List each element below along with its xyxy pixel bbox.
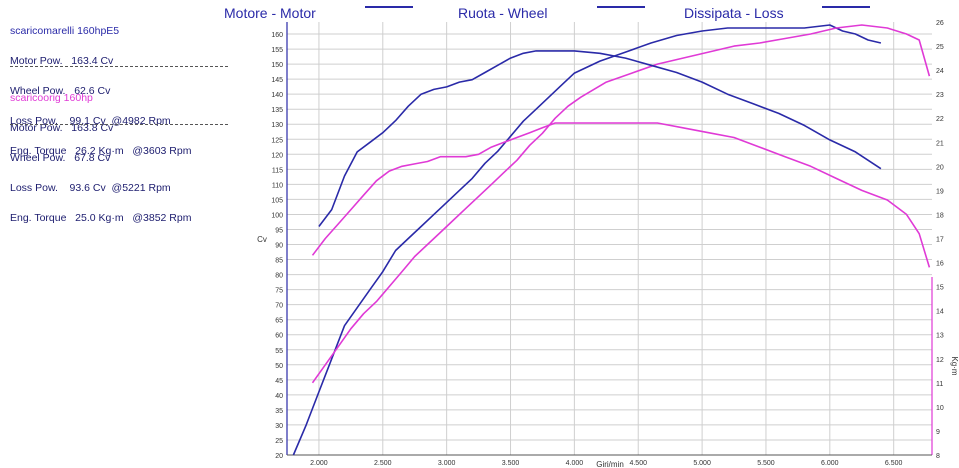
y2-axis-label: Kg·m xyxy=(950,356,959,375)
y-tick-label: 30 xyxy=(275,423,283,430)
y-tick-label: 95 xyxy=(275,227,283,234)
series-line-power-magenta xyxy=(311,24,931,384)
y2-tick-label: 18 xyxy=(936,212,944,219)
y2-tick-label: 12 xyxy=(936,357,944,364)
x-tick-label: 2.500 xyxy=(374,460,392,467)
y-tick-label: 20 xyxy=(275,453,283,460)
y-tick-label: 55 xyxy=(275,348,283,355)
y-tick-label: 110 xyxy=(272,182,283,189)
y-tick-label: 150 xyxy=(271,62,283,69)
x-tick-label: 5.000 xyxy=(693,460,711,467)
legend-wheel-label: Ruota - Wheel xyxy=(458,5,548,21)
plot-area xyxy=(287,22,932,455)
x-tick-label: 3.500 xyxy=(502,460,520,467)
y2-tick-label: 16 xyxy=(936,261,944,268)
y2-tick-label: 25 xyxy=(936,44,944,51)
y-tick-label: 75 xyxy=(275,288,283,295)
y2-tick-label: 11 xyxy=(936,381,943,388)
y2-tick-label: 21 xyxy=(936,140,944,147)
y2-tick-label: 14 xyxy=(936,309,944,316)
legend-wheel-line xyxy=(597,6,645,8)
y-axis-label: Cv xyxy=(257,235,267,244)
y2-tick-label: 15 xyxy=(936,285,944,292)
y-tick-label: 160 xyxy=(271,32,283,39)
y-tick-label: 155 xyxy=(271,47,283,54)
y-tick-label: 85 xyxy=(275,258,283,265)
y-tick-label: 120 xyxy=(271,152,283,159)
y-tick-label: 25 xyxy=(275,438,283,445)
y-tick-label: 70 xyxy=(275,303,283,310)
x-tick-label: 6.000 xyxy=(821,460,839,467)
y2-tick-label: 17 xyxy=(936,237,944,244)
run-info-2: scaricoorig 160hp Motor Pow. 163.8 Cv Wh… xyxy=(10,73,191,233)
y-tick-label: 80 xyxy=(275,273,283,280)
y2-tick-label: 24 xyxy=(936,68,944,75)
run-line: Loss Pow. 99.1 Cv @4982 Rpm xyxy=(10,115,171,127)
y-tick-label: 115 xyxy=(272,167,283,174)
x-tick-label: 4.500 xyxy=(629,460,647,467)
y2-tick-label: 9 xyxy=(936,429,940,436)
x-tick-label: 5.500 xyxy=(757,460,775,467)
y-tick-label: 40 xyxy=(275,393,283,400)
legend-motor-label: Motore - Motor xyxy=(224,5,316,21)
series-line-torque-magenta xyxy=(311,122,931,268)
y-tick-label: 45 xyxy=(275,378,283,385)
y-tick-label: 125 xyxy=(271,137,283,144)
x-tick-label: 4.000 xyxy=(566,460,584,467)
y-tick-label: 140 xyxy=(271,92,283,99)
separator xyxy=(10,124,228,125)
y-tick-label: 135 xyxy=(271,107,283,114)
y2-tick-label: 13 xyxy=(936,333,944,340)
run-line: Motor Pow. 163.8 Cv xyxy=(10,122,114,134)
y2-tick-label: 19 xyxy=(936,188,944,195)
x-axis-label: Giri/min xyxy=(596,460,624,468)
run-line: Eng. Torque 25.0 Kg·m @3852 Rpm xyxy=(10,212,192,224)
y-tick-label: 50 xyxy=(275,363,283,370)
legend-motor-line xyxy=(365,6,413,8)
y2-tick-label: 26 xyxy=(936,20,944,27)
run-line: Wheel Pow. 67.8 Cv xyxy=(10,152,111,164)
y2-tick-label: 8 xyxy=(936,453,940,460)
run-line: Motor Pow. 163.4 Cv xyxy=(10,55,114,67)
y-tick-label: 35 xyxy=(275,408,283,415)
run-name: scaricoorig 160hp xyxy=(10,92,93,104)
y-tick-label: 90 xyxy=(275,243,283,250)
y-tick-label: 130 xyxy=(271,122,283,129)
y-tick-label: 145 xyxy=(271,77,283,84)
separator xyxy=(10,66,228,67)
run-name: scaricomarelli 160hpE5 xyxy=(10,25,120,37)
y-tick-label: 65 xyxy=(275,318,283,325)
x-tick-label: 6.500 xyxy=(885,460,903,467)
run-line: Eng. Torque 26.2 Kg·m @3603 Rpm xyxy=(10,145,192,157)
y2-tick-label: 10 xyxy=(936,405,944,412)
y2-tick-label: 22 xyxy=(936,116,944,123)
y-tick-label: 105 xyxy=(271,197,283,204)
x-tick-label: 3.000 xyxy=(438,460,456,467)
run-line: Loss Pow. 93.6 Cv @5221 Rpm xyxy=(10,182,171,194)
series-line-torque-blue xyxy=(318,50,882,227)
y-tick-label: 60 xyxy=(275,333,283,340)
legend-loss-label: Dissipata - Loss xyxy=(684,5,784,21)
y-tick-label: 100 xyxy=(271,212,283,219)
x-tick-label: 2.000 xyxy=(310,460,328,467)
series-line-power-blue xyxy=(292,24,882,456)
y2-tick-label: 20 xyxy=(936,164,944,171)
y2-tick-label: 23 xyxy=(936,92,944,99)
run-info-1: scaricomarelli 160hpE5 Motor Pow. 163.4 … xyxy=(10,6,191,166)
run-line: Wheel Pow. 62.6 Cv xyxy=(10,85,111,97)
legend-loss-line xyxy=(822,6,870,8)
